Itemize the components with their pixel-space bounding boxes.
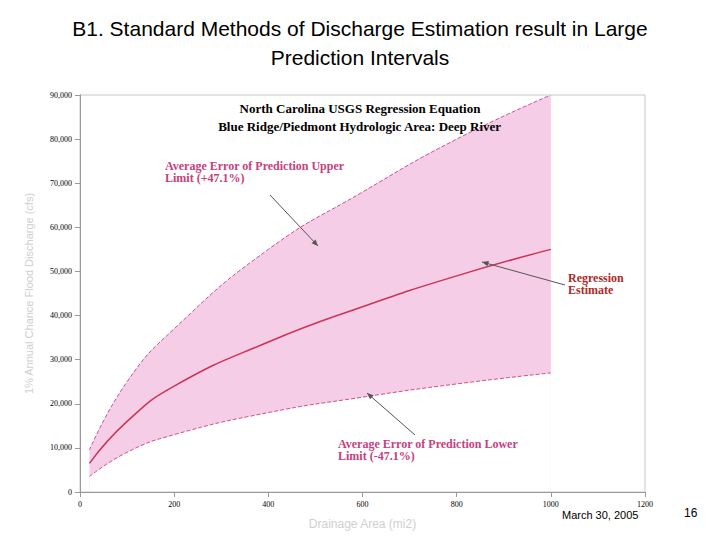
html-text:March 30, 2005: March 30, 2005 bbox=[562, 509, 639, 521]
svg-text:Estimate: Estimate bbox=[568, 283, 614, 297]
html-text:B1. Standard Methods of Discha: B1. Standard Methods of Discharge Estima… bbox=[72, 17, 648, 69]
svg-text:Limit (+47.1%): Limit (+47.1%) bbox=[165, 171, 245, 185]
svg-text:0: 0 bbox=[78, 500, 82, 509]
svg-text:Average Error of Prediction Lo: Average Error of Prediction Lower bbox=[338, 437, 521, 451]
svg-text:600: 600 bbox=[357, 500, 369, 509]
svg-text:0: 0 bbox=[68, 488, 72, 497]
svg-text:Average Error of Prediction Up: Average Error of Prediction Upper bbox=[165, 159, 347, 173]
svg-text:90,000: 90,000 bbox=[50, 91, 72, 100]
svg-text:1% Annual Chance Flood Dischar: 1% Annual Chance Flood Discharge (cfs) bbox=[23, 193, 35, 394]
svg-text:10,000: 10,000 bbox=[50, 443, 72, 452]
svg-text:Blue Ridge/Piedmont Hydrologic: Blue Ridge/Piedmont Hydrologic Area: Dee… bbox=[218, 119, 501, 134]
svg-text:50,000: 50,000 bbox=[50, 267, 72, 276]
svg-text:400: 400 bbox=[262, 500, 274, 509]
svg-text:1200: 1200 bbox=[637, 500, 653, 509]
svg-text:80,000: 80,000 bbox=[50, 135, 72, 144]
html-text:16: 16 bbox=[684, 506, 698, 520]
svg-text:200: 200 bbox=[168, 500, 180, 509]
svg-text:Drainage Area (mi2): Drainage Area (mi2) bbox=[309, 517, 416, 531]
svg-text:40,000: 40,000 bbox=[50, 311, 72, 320]
svg-text:30,000: 30,000 bbox=[50, 355, 72, 364]
svg-text:1000: 1000 bbox=[543, 500, 559, 509]
svg-text:20,000: 20,000 bbox=[50, 399, 72, 408]
svg-text:70,000: 70,000 bbox=[50, 179, 72, 188]
svg-text:Regression: Regression bbox=[568, 271, 627, 285]
svg-text:800: 800 bbox=[451, 500, 463, 509]
svg-text:Limit (-47.1%): Limit (-47.1%) bbox=[338, 449, 415, 463]
svg-text:North Carolina USGS Regression: North Carolina USGS Regression Equation bbox=[240, 101, 482, 116]
svg-text:60,000: 60,000 bbox=[50, 223, 72, 232]
